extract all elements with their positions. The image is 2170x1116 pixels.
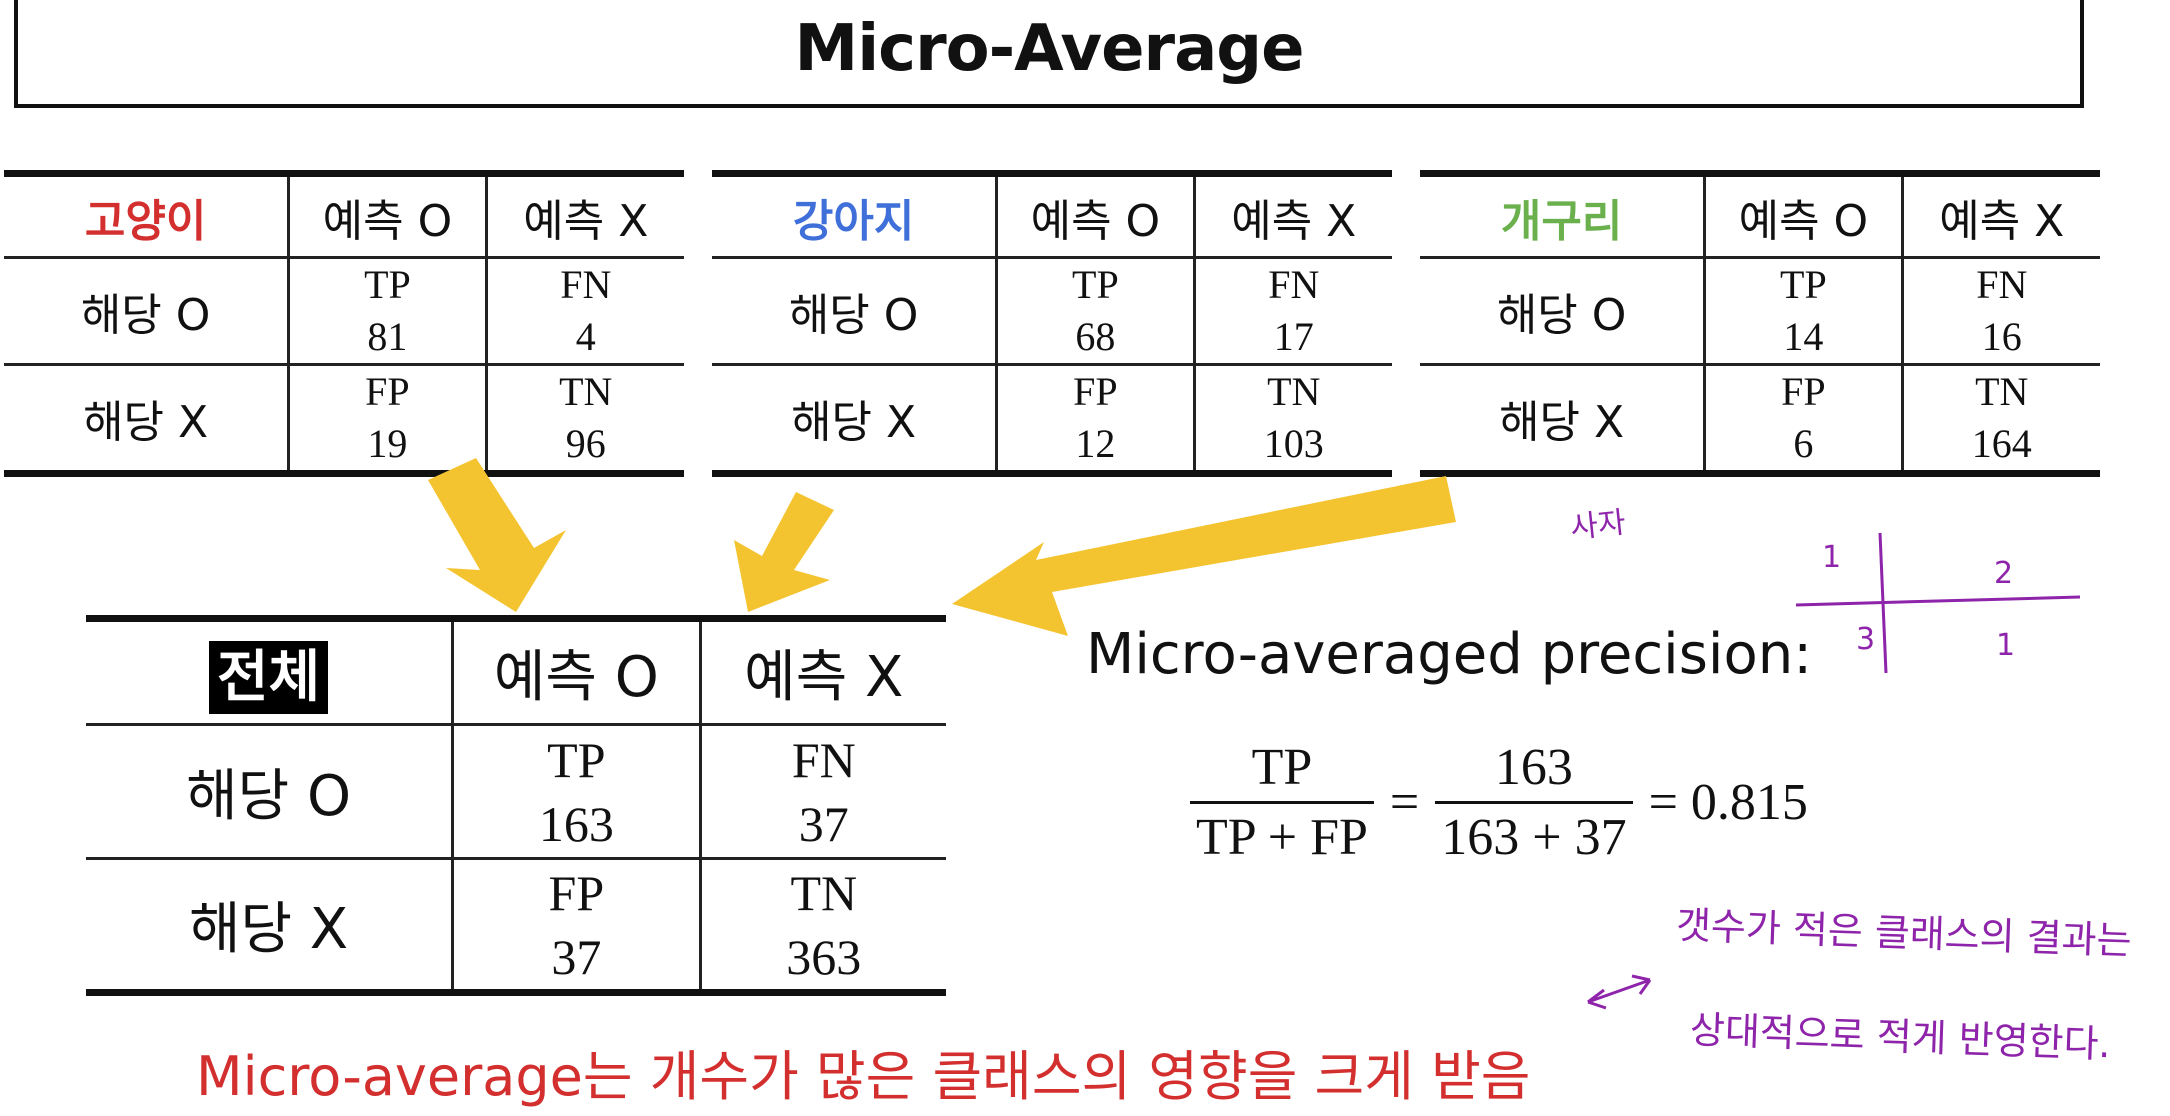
cell-fp: FP 6: [1703, 364, 1903, 477]
precision-formula: TP TP + FP = 163 163 + 37 = 0.815: [1190, 738, 1824, 867]
class-name-frog: 개구리: [1420, 170, 1705, 259]
cell-fp: FP 12: [995, 364, 1195, 477]
handwritten-grid-d: 1: [1996, 628, 2016, 663]
handwritten-double-arrow: [1587, 974, 1652, 1010]
page-title: Micro-Average: [794, 12, 1305, 86]
header-pred-o: 예측 O: [451, 615, 701, 726]
cell-fn: FN 4: [484, 257, 684, 366]
header-pred-x: 예측 X: [698, 615, 946, 726]
cell-tn: TN 363: [698, 858, 946, 996]
row-actual-o: 해당 O: [1420, 257, 1705, 366]
arrow-dog: [734, 492, 834, 612]
cell-tn: TN 164: [1900, 364, 2100, 477]
header-pred-x: 예측 X: [1900, 170, 2100, 259]
header-pred-o: 예측 O: [995, 170, 1195, 259]
row-actual-x: 해당 X: [712, 364, 997, 477]
handwritten-grid: [1795, 532, 2081, 674]
row-actual-x: 해당 X: [4, 364, 289, 477]
header-pred-x: 예측 X: [484, 170, 684, 259]
fraction-numeric: 163 163 + 37: [1435, 738, 1633, 867]
cell-tn: TN 96: [484, 364, 684, 477]
cell-tn: TN 103: [1192, 364, 1392, 477]
precision-result: = 0.815: [1648, 774, 1808, 831]
row-actual-o: 해당 O: [86, 724, 453, 860]
bottom-note: Micro-average는 개수가 많은 클래스의 영향을 크게 받음: [196, 1045, 1531, 1108]
arrow-frog: [952, 476, 1456, 636]
cell-tp: TP 68: [995, 257, 1195, 366]
confusion-table-dog: 강아지 예측 O 예측 X 해당 O TP 68 FN 17 해당 X FP 12 T…: [712, 170, 1392, 477]
handwritten-grid-c: 3: [1856, 622, 1876, 657]
row-actual-o: 해당 O: [712, 257, 997, 366]
class-name-cat: 고양이: [4, 170, 289, 259]
handwritten-grid-b: 2: [1994, 556, 2014, 591]
cell-fp: FP 37: [451, 858, 701, 996]
class-name-dog: 강아지: [712, 170, 997, 259]
cell-fn: FN 17: [1192, 257, 1392, 366]
cell-fn: FN 16: [1900, 257, 2100, 366]
fraction-symbolic: TP TP + FP: [1190, 738, 1374, 867]
handwritten-grid-a: 1: [1822, 540, 1842, 575]
cell-fn: FN 37: [698, 724, 946, 860]
header-pred-o: 예측 O: [287, 170, 487, 259]
precision-title: Micro-averaged precision:: [1086, 622, 1813, 687]
header-pred-x: 예측 X: [1192, 170, 1392, 259]
equals-sign: =: [1389, 774, 1420, 831]
confusion-table-frog: 개구리 예측 O 예측 X 해당 O TP 14 FN 16 해당 X FP 6 TN…: [1420, 170, 2100, 477]
row-actual-o: 해당 O: [4, 257, 289, 366]
cell-tp: TP 14: [1703, 257, 1903, 366]
row-actual-x: 해당 X: [86, 858, 453, 996]
cell-tp: TP 81: [287, 257, 487, 366]
header-pred-o: 예측 O: [1703, 170, 1903, 259]
title-box: Micro-Average: [14, 0, 2084, 108]
confusion-table-cat: 고양이 예측 O 예측 X 해당 O TP 81 FN 4 해당 X FP 19 TN…: [4, 170, 684, 477]
cell-fp: FP 19: [287, 364, 487, 477]
cell-tp: TP 163: [451, 724, 701, 860]
confusion-table-total: 전체 예측 O 예측 X 해당 O TP 163 FN 37 해당 X FP 37 T…: [86, 615, 946, 996]
arrow-cat: [428, 458, 566, 612]
total-label: 전체: [86, 615, 453, 726]
handwritten-lion: 사자: [1568, 505, 1628, 546]
row-actual-x: 해당 X: [1420, 364, 1705, 477]
